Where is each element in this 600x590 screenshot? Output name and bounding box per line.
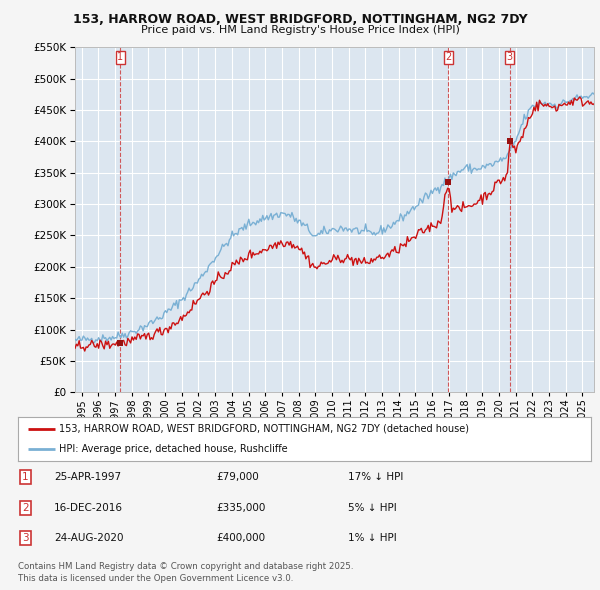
Text: 5% ↓ HPI: 5% ↓ HPI	[348, 503, 397, 513]
Text: 1: 1	[118, 53, 124, 63]
Text: 25-APR-1997: 25-APR-1997	[54, 472, 121, 482]
Text: 153, HARROW ROAD, WEST BRIDGFORD, NOTTINGHAM, NG2 7DY (detached house): 153, HARROW ROAD, WEST BRIDGFORD, NOTTIN…	[59, 424, 469, 434]
Text: 3: 3	[22, 533, 29, 543]
Text: 2: 2	[22, 503, 29, 513]
Text: 3: 3	[506, 53, 513, 63]
Text: 17% ↓ HPI: 17% ↓ HPI	[348, 472, 403, 482]
Text: Price paid vs. HM Land Registry's House Price Index (HPI): Price paid vs. HM Land Registry's House …	[140, 25, 460, 35]
Text: £335,000: £335,000	[216, 503, 265, 513]
Text: 1: 1	[22, 472, 29, 482]
Text: 2: 2	[445, 53, 451, 63]
Text: HPI: Average price, detached house, Rushcliffe: HPI: Average price, detached house, Rush…	[59, 444, 288, 454]
Text: £400,000: £400,000	[216, 533, 265, 543]
Text: 153, HARROW ROAD, WEST BRIDGFORD, NOTTINGHAM, NG2 7DY: 153, HARROW ROAD, WEST BRIDGFORD, NOTTIN…	[73, 13, 527, 26]
Text: 24-AUG-2020: 24-AUG-2020	[54, 533, 124, 543]
Text: £79,000: £79,000	[216, 472, 259, 482]
Text: 1% ↓ HPI: 1% ↓ HPI	[348, 533, 397, 543]
Text: 16-DEC-2016: 16-DEC-2016	[54, 503, 123, 513]
Text: Contains HM Land Registry data © Crown copyright and database right 2025.
This d: Contains HM Land Registry data © Crown c…	[18, 562, 353, 583]
